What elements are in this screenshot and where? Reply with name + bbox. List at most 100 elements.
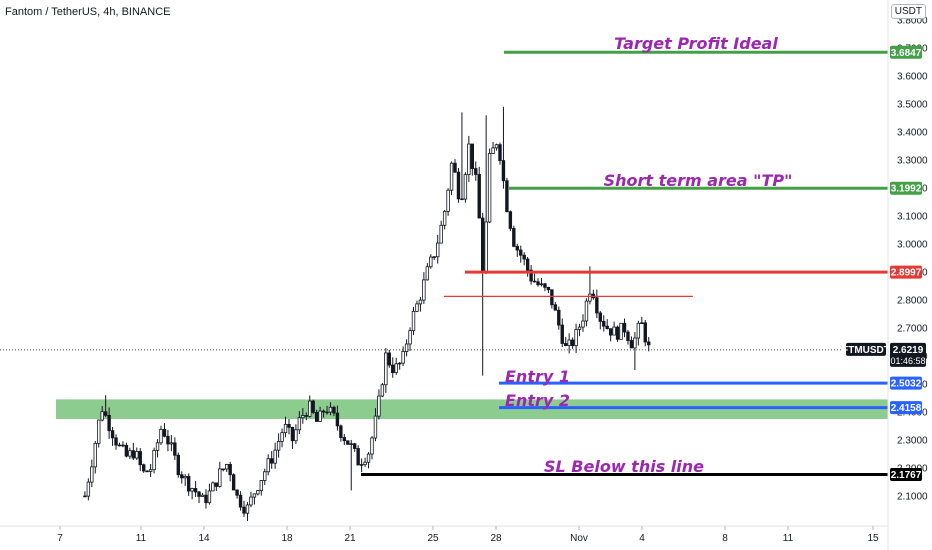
- candle-body: [238, 494, 243, 508]
- candle-bull: [494, 143, 499, 151]
- candle-body: [432, 256, 436, 258]
- candle-bull: [328, 402, 333, 416]
- candle-body: [287, 423, 291, 428]
- candle-bull: [200, 492, 205, 497]
- candle-body: [90, 466, 94, 483]
- candle-bull: [256, 489, 260, 496]
- candle-body: [449, 162, 454, 191]
- candle-bear: [290, 426, 295, 449]
- time-tick-label: 7: [57, 533, 63, 544]
- candle-bear: [626, 329, 630, 345]
- candle-bull: [249, 491, 253, 508]
- candle-bull: [190, 487, 194, 500]
- candle-body: [429, 256, 433, 268]
- candle-bull: [297, 411, 302, 435]
- candle-bull: [252, 493, 257, 505]
- time-axis[interactable]: 7 11 14 18 21 25 28 Nov 4 8 11 15: [57, 526, 879, 544]
- candle-body: [380, 384, 385, 397]
- candle-bear: [311, 399, 315, 415]
- candle-body: [273, 449, 277, 464]
- candle-body: [86, 481, 91, 497]
- candle-bull: [411, 306, 416, 336]
- price-tag: 2.5032: [890, 376, 922, 390]
- currency-badge[interactable]: USDT: [890, 4, 926, 19]
- candle-body: [159, 429, 163, 444]
- candle-bull: [442, 210, 447, 230]
- candle-bear: [608, 328, 613, 342]
- price-tag-label: 3.1992: [891, 184, 922, 195]
- candle-bull: [574, 323, 578, 353]
- candle-body: [276, 441, 281, 451]
- candle-body: [321, 410, 326, 413]
- candle-bull: [128, 447, 132, 460]
- candle-bear: [453, 159, 457, 173]
- candle-bear: [242, 500, 246, 517]
- candle-bear: [629, 336, 634, 349]
- candle-bear: [235, 489, 239, 499]
- time-tick-label: 28: [490, 533, 502, 544]
- candle-body: [588, 293, 592, 302]
- candle-bear: [602, 315, 606, 332]
- candle-body: [491, 147, 495, 154]
- symbol-tag-bg: [846, 342, 886, 356]
- candle-body: [231, 474, 236, 491]
- candle-bull: [636, 320, 641, 346]
- candle-body: [436, 242, 440, 258]
- candle-bull: [318, 406, 322, 422]
- candle-bear: [325, 405, 329, 415]
- candle-body: [225, 463, 229, 470]
- candle-body: [110, 430, 115, 439]
- candle-bear: [131, 442, 136, 461]
- candle-body: [186, 475, 191, 492]
- level-annotation: SL Below this line: [544, 457, 704, 476]
- price-tag-label: 3.6847: [891, 48, 922, 59]
- candle-body: [193, 488, 198, 493]
- price-tick-label: 3.5000: [897, 100, 928, 111]
- candle-body: [387, 352, 391, 366]
- candle-body: [214, 482, 219, 487]
- candle-bull: [463, 172, 468, 203]
- level-annotation: Short term area "TP": [604, 171, 793, 190]
- candle-bull: [425, 263, 430, 281]
- candle-body: [446, 189, 450, 212]
- candle-bull: [363, 457, 367, 467]
- candle-body: [574, 329, 578, 347]
- candle-bull: [373, 408, 378, 442]
- candle-bear: [162, 423, 167, 438]
- candle-body: [349, 443, 353, 445]
- candle-bear: [124, 442, 129, 458]
- candle-bull: [404, 339, 409, 357]
- candle-bull: [100, 406, 104, 422]
- candle-body: [525, 258, 530, 271]
- candle-body: [114, 437, 118, 446]
- candle-bull: [148, 463, 153, 477]
- candle-body: [397, 362, 402, 365]
- candle-body: [615, 326, 620, 340]
- candle-body: [384, 352, 388, 386]
- candle-body: [332, 406, 336, 414]
- candle-body: [197, 491, 201, 497]
- candle-body: [128, 450, 132, 457]
- candle-body: [612, 326, 616, 336]
- candle-bull: [211, 481, 215, 492]
- price-tag-bg: [890, 181, 922, 195]
- candle-body: [643, 322, 647, 343]
- support-zone: [56, 399, 888, 419]
- candle-body: [335, 412, 340, 427]
- candle-bear: [605, 319, 609, 330]
- candle-body: [131, 450, 136, 459]
- candle-body: [83, 495, 87, 498]
- candle-body: [425, 266, 430, 281]
- price-tick-label: 2.8000: [897, 296, 928, 307]
- candle-bull: [349, 439, 353, 491]
- candle-body: [145, 470, 149, 473]
- candle-bull: [294, 424, 298, 445]
- candle-bear: [314, 409, 319, 422]
- candle-bull: [86, 478, 91, 501]
- candle-bear: [353, 442, 357, 452]
- candle-bear: [553, 302, 558, 311]
- candle-bull: [640, 316, 644, 324]
- candle-bull: [283, 416, 288, 438]
- candle-bull: [377, 389, 381, 420]
